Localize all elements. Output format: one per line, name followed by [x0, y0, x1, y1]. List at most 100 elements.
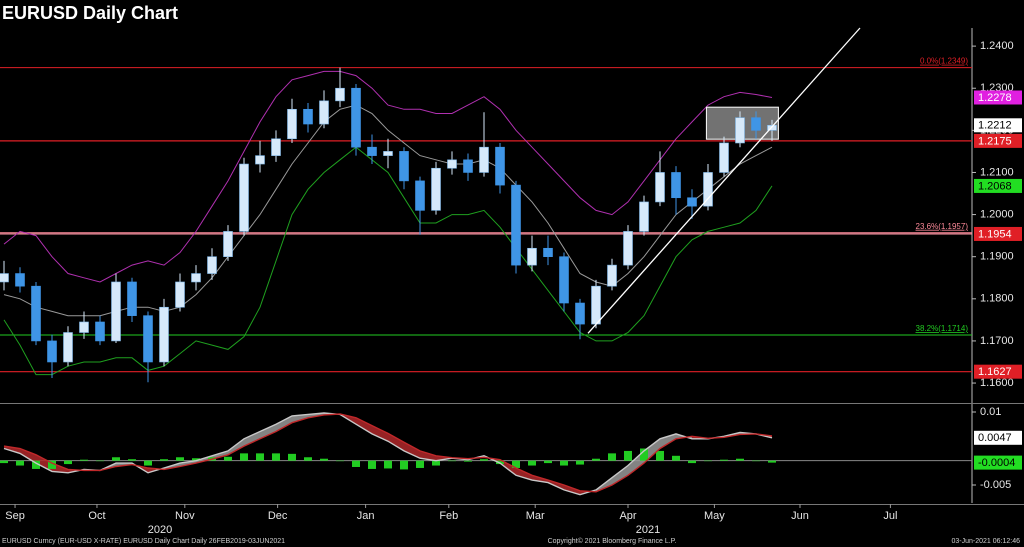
macd-fill: [564, 484, 580, 495]
y-tick-label: 1.1700: [980, 335, 1014, 347]
candle-body: [255, 155, 265, 165]
candle-body: [383, 151, 393, 156]
histogram-bar: [48, 460, 56, 469]
macd-fill: [228, 438, 244, 455]
x-tick-label: Oct: [88, 510, 105, 522]
y-tick-label: 1.2000: [980, 208, 1014, 220]
histogram-bar: [256, 453, 264, 461]
candle-body: [191, 273, 201, 283]
candle-body: [399, 151, 409, 182]
y-tick-label: 1.1600: [980, 377, 1014, 389]
macd-fill: [292, 414, 308, 423]
x-tick-label: Jul: [883, 510, 897, 522]
histogram-bar: [640, 448, 648, 461]
candle-body: [703, 172, 713, 207]
histogram-bar: [224, 456, 232, 461]
histogram-bar: [288, 453, 296, 461]
macd-fill: [20, 448, 36, 464]
year-label: 2021: [636, 524, 660, 536]
macd-fill: [356, 417, 372, 434]
histogram-bar: [128, 459, 136, 461]
histogram-bar: [320, 458, 328, 461]
histogram-bar: [736, 458, 744, 461]
indicator-line: [3, 146, 773, 376]
macd-fill: [612, 465, 628, 485]
macd-fill: [388, 433, 404, 451]
price-tag: 1.2175: [978, 135, 1012, 147]
price-tag: 0.0047: [978, 432, 1012, 444]
histogram-bar: [560, 460, 568, 466]
footer-center: Copyright© 2021 Bloomberg Finance L.P.: [548, 537, 677, 545]
x-tick-label: May: [704, 510, 725, 522]
candle-body: [223, 231, 233, 257]
candle-body: [207, 256, 217, 274]
footer-left: EURUSD Curncy (EUR-USD X-RATE) EURUSD Da…: [2, 538, 285, 545]
candle-body: [31, 285, 41, 342]
macd-fill: [660, 433, 676, 449]
candle-body: [415, 180, 425, 211]
histogram-bar: [352, 460, 360, 467]
candle-body: [287, 108, 297, 140]
macd-fill: [404, 442, 420, 459]
macd-line: [3, 413, 773, 493]
histogram-bar: [64, 460, 72, 465]
price-tag-bg: [974, 118, 1022, 133]
histogram-bar: [80, 459, 88, 461]
histogram-bar: [368, 460, 376, 469]
histogram-bar: [304, 457, 312, 461]
candle-body: [575, 302, 585, 325]
candle-body: [335, 87, 345, 102]
macd-fill: [276, 415, 292, 432]
price-tag: 1.1627: [978, 366, 1012, 378]
macd-fill: [516, 467, 532, 481]
candle-body: [15, 273, 25, 287]
histogram-bar: [512, 460, 520, 468]
price-tag-bg: [974, 90, 1022, 105]
macd-fill: [260, 424, 276, 439]
fib-label: 38.2%(1.1714): [916, 324, 969, 333]
histogram-bar: [160, 459, 168, 461]
candle-body: [623, 231, 633, 266]
fib-label: 0.0%(1.2349): [920, 57, 968, 66]
histogram-bar: [400, 460, 408, 470]
histogram-bar: [32, 460, 40, 469]
candle-body: [319, 100, 329, 125]
candle-body: [767, 124, 777, 131]
candle-body: [271, 138, 281, 156]
histogram-bar: [240, 453, 248, 461]
histogram-bar: [656, 450, 664, 461]
price-tag-bg: [974, 178, 1022, 193]
y-tick-label: 1.1900: [980, 251, 1014, 263]
histogram-bar: [592, 458, 600, 461]
histogram-bar: [448, 460, 456, 462]
histogram-bar: [720, 459, 728, 461]
macd-fill: [244, 431, 260, 447]
histogram-bar: [464, 460, 472, 462]
histogram-bar: [416, 460, 424, 468]
x-tick-label: Dec: [268, 510, 288, 522]
candle-body: [719, 142, 729, 173]
histogram-bar: [432, 460, 440, 466]
candle-body: [751, 117, 761, 131]
candle-body: [463, 159, 473, 173]
price-tag-bg: [974, 133, 1022, 148]
candle-body: [511, 184, 521, 266]
candle-body: [175, 281, 185, 308]
x-tick-label: Mar: [526, 510, 545, 522]
histogram-bar: [608, 453, 616, 461]
candle-body: [47, 340, 57, 363]
histogram-bar: [0, 460, 8, 464]
candle-body: [543, 247, 553, 257]
x-tick-label: Sep: [5, 510, 25, 522]
macd-fill: [212, 450, 228, 460]
candle-body: [607, 264, 617, 287]
histogram-bar: [544, 460, 552, 464]
histogram-bar: [528, 460, 536, 466]
price-tag: 1.1954: [978, 228, 1012, 240]
candle-body: [63, 332, 73, 363]
x-tick-label: Jun: [791, 510, 809, 522]
price-tag: 1.2068: [978, 180, 1012, 192]
candle-body: [735, 117, 745, 144]
x-tick-label: Apr: [619, 510, 636, 522]
